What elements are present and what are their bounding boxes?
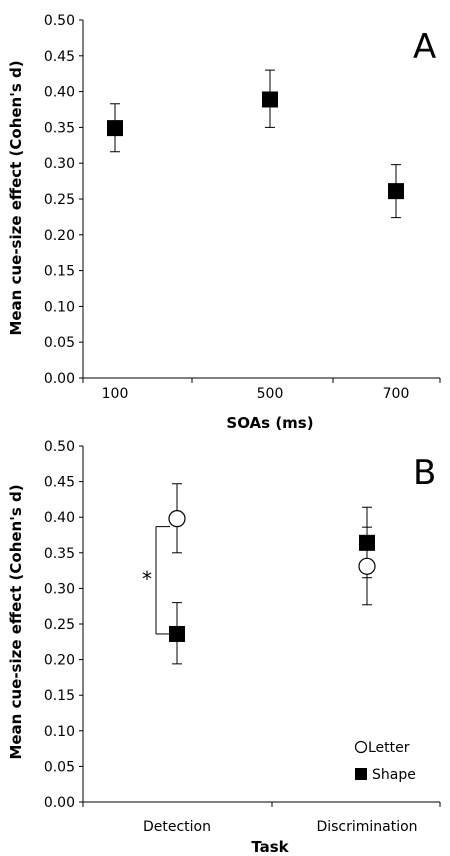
x-tick-label: 100 <box>102 386 129 402</box>
panel-a-marks <box>107 69 404 219</box>
panel-a-letter: A <box>413 27 436 67</box>
significance-asterisk: * <box>142 567 152 591</box>
x-tick-label: 500 <box>257 386 284 402</box>
data-point-square <box>359 534 375 551</box>
y-tick-label: 0.45 <box>44 49 75 65</box>
x-tick-label: 700 <box>383 386 410 402</box>
y-tick-label: 0.05 <box>44 335 75 351</box>
significance-bracket <box>155 526 170 635</box>
y-tick-label: 0.10 <box>44 724 75 740</box>
y-tick-label: 0.50 <box>44 13 75 29</box>
panel-a: 0.00 0.05 0.10 0.15 0.20 0.25 0.30 0.35 0.40 0.45… <box>7 13 441 432</box>
y-tick-label: 0.50 <box>44 439 75 455</box>
y-tick-label: 0.05 <box>44 759 75 775</box>
panel-b-y-axis-label: Mean cue-size effect (Cohen's d) <box>7 484 25 759</box>
legend-shape-label: Shape <box>372 767 416 783</box>
panel-a-x-ticks: 100 500 700 <box>82 378 441 402</box>
y-tick-label: 0.45 <box>44 475 75 491</box>
y-tick-label: 0.35 <box>44 120 75 136</box>
y-tick-label: 0.00 <box>44 371 75 387</box>
panel-b-y-ticks: 0.00 0.05 0.10 0.15 0.20 0.25 0.30 0.35 0.40 0.45… <box>44 439 83 811</box>
y-tick-label: 0.30 <box>44 581 75 597</box>
y-tick-label: 0.10 <box>44 299 75 315</box>
data-point-square <box>107 120 123 137</box>
legend-letter-label: Letter <box>368 740 410 756</box>
y-tick-label: 0.35 <box>44 546 75 562</box>
y-tick-label: 0.25 <box>44 617 75 633</box>
legend-shape-marker <box>355 768 367 780</box>
y-tick-label: 0.40 <box>44 510 75 526</box>
x-tick-label: Discrimination <box>316 819 417 835</box>
y-tick-label: 0.00 <box>44 795 75 811</box>
y-tick-label: 0.15 <box>44 688 75 704</box>
y-tick-label: 0.40 <box>44 85 75 101</box>
data-point-square <box>169 625 185 642</box>
y-tick-label: 0.30 <box>44 156 75 172</box>
data-point-circle <box>168 510 186 528</box>
y-tick-label: 0.20 <box>44 653 75 669</box>
panel-a-y-axis-label: Mean cue-size effect (Cohen's d) <box>7 60 25 335</box>
y-tick-label: 0.25 <box>44 192 75 208</box>
panel-b-x-ticks: Detection Discrimination <box>82 802 441 835</box>
panel-a-y-ticks: 0.00 0.05 0.10 0.15 0.20 0.25 0.30 0.35 0.40 0.45… <box>44 13 83 387</box>
legend: Letter Shape <box>354 740 416 783</box>
panel-b: 0.00 0.05 0.10 0.15 0.20 0.25 0.30 0.35 0.40 0.45… <box>7 439 441 856</box>
y-tick-label: 0.15 <box>44 264 75 280</box>
panel-a-x-axis-label: SOAs (ms) <box>226 414 313 432</box>
x-tick-label: Detection <box>143 819 211 835</box>
data-point-square <box>262 91 278 108</box>
panel-b-x-axis-label: Task <box>251 838 289 856</box>
y-tick-label: 0.20 <box>44 228 75 244</box>
data-point-circle <box>358 557 376 575</box>
panel-b-marks <box>168 483 376 665</box>
data-point-square <box>388 183 404 200</box>
panel-b-letter: B <box>413 453 436 493</box>
legend-letter-marker <box>354 740 368 754</box>
